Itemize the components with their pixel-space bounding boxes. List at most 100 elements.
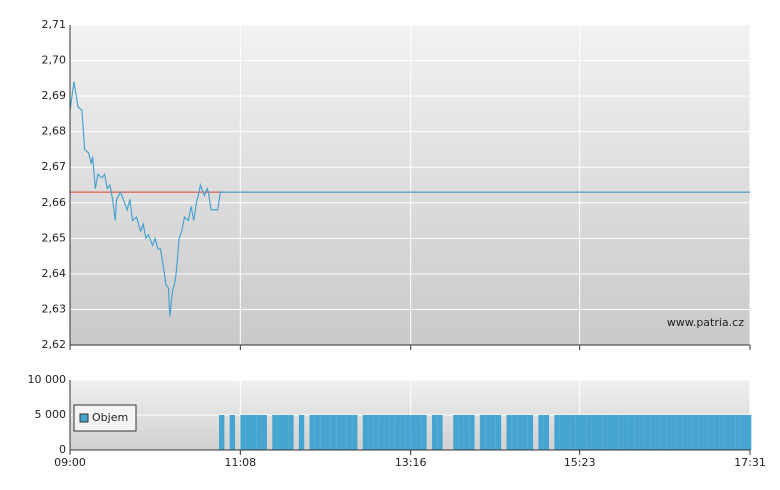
volume-bar <box>272 415 278 450</box>
volume-bar <box>650 415 656 450</box>
volume-bar <box>479 415 486 450</box>
volume-bar <box>373 415 379 450</box>
y-tick-label: 2,62 <box>42 338 67 351</box>
volume-bar <box>746 415 752 450</box>
volume-bar <box>538 415 544 450</box>
volume-bar <box>410 415 416 450</box>
x-tick-label: 17:31 <box>734 456 766 469</box>
volume-bar <box>708 415 715 450</box>
volume-bar <box>623 415 629 450</box>
volume-bar <box>261 415 267 450</box>
volume-bar <box>368 415 374 450</box>
volume-bar <box>554 415 560 450</box>
x-tick-label: 13:16 <box>395 456 427 469</box>
volume-bar <box>698 415 704 450</box>
volume-bar <box>730 415 736 450</box>
volume-bar <box>277 415 283 450</box>
volume-bar <box>485 415 491 450</box>
volume-bar <box>634 415 640 450</box>
volume-bar <box>612 415 619 450</box>
volume-bar <box>256 415 262 450</box>
y-tick-label: 2,64 <box>42 267 67 280</box>
volume-bar <box>362 415 369 450</box>
volume-bar <box>580 415 587 450</box>
plot-background <box>70 25 750 345</box>
volume-bar <box>309 415 315 450</box>
x-tick-label: 11:08 <box>224 456 256 469</box>
volume-bar <box>591 415 597 450</box>
volume-bar <box>522 415 528 450</box>
volume-bar <box>245 415 251 450</box>
y-tick-label: 2,68 <box>42 125 67 138</box>
volume-bar <box>229 415 236 450</box>
volume-bar <box>565 415 571 450</box>
y-tick-label: 2,71 <box>42 18 67 31</box>
volume-bar <box>325 415 331 450</box>
volume-bar <box>346 415 353 450</box>
volume-bar <box>400 415 406 450</box>
volume-bar <box>415 415 422 450</box>
volume-bar <box>506 415 512 450</box>
volume-bar <box>421 415 427 450</box>
volume-bar <box>437 415 443 450</box>
volume-bar <box>543 415 550 450</box>
volume-bar <box>240 415 246 450</box>
volume-bar <box>250 415 257 450</box>
price-line <box>69 81 750 317</box>
volume-bar <box>495 415 502 450</box>
volume-bar <box>527 415 534 450</box>
volume-bar <box>671 415 677 450</box>
volume-bar <box>724 415 731 450</box>
y-tick-label: 2,66 <box>42 196 67 209</box>
volume-bar <box>453 415 459 450</box>
volume-bar <box>639 415 645 450</box>
volume-bar <box>405 415 411 450</box>
y-tick-label: 2,69 <box>42 89 67 102</box>
volume-bar <box>389 415 395 450</box>
volume-bar <box>655 415 661 450</box>
volume-bar <box>618 415 624 450</box>
y-tick-label: 2,63 <box>42 302 67 315</box>
volume-bar <box>458 415 464 450</box>
volume-bar <box>463 415 470 450</box>
volume-bar <box>394 415 401 450</box>
volume-bar <box>607 415 613 450</box>
volume-bar <box>692 415 699 450</box>
volume-bar <box>586 415 592 450</box>
y-tick-label: 2,70 <box>42 54 67 67</box>
volume-bar <box>517 415 523 450</box>
volume-bar <box>288 415 294 450</box>
volume-bar <box>735 415 741 450</box>
y-tick-label: 2,67 <box>42 160 67 173</box>
volume-bar <box>596 415 603 450</box>
volume-bar <box>676 415 683 450</box>
volume-bar <box>330 415 337 450</box>
volume-bar <box>660 415 667 450</box>
x-tick-label: 09:00 <box>54 456 86 469</box>
volume-bar <box>666 415 672 450</box>
volume-bar <box>559 415 566 450</box>
volume-bar <box>219 415 225 450</box>
volume-bar <box>341 415 347 450</box>
volume-bar <box>602 415 608 450</box>
volume-bar <box>336 415 342 450</box>
legend-label: Objem <box>92 411 128 424</box>
volume-bar <box>570 415 576 450</box>
volume-bar <box>298 415 305 450</box>
y-tick-label: 2,65 <box>42 231 67 244</box>
volume-bar <box>719 415 725 450</box>
y-tick-label: 10 000 <box>28 373 67 386</box>
volume-bar <box>431 415 438 450</box>
volume-bar <box>384 415 390 450</box>
volume-bar <box>740 415 747 450</box>
volume-bar <box>511 415 518 450</box>
volume-bar <box>714 415 720 450</box>
volume-bar <box>469 415 475 450</box>
volume-bar <box>687 415 693 450</box>
watermark: www.patria.cz <box>667 316 744 329</box>
volume-bar <box>682 415 688 450</box>
y-tick-label: 5 000 <box>35 408 67 421</box>
legend-swatch <box>79 413 89 423</box>
